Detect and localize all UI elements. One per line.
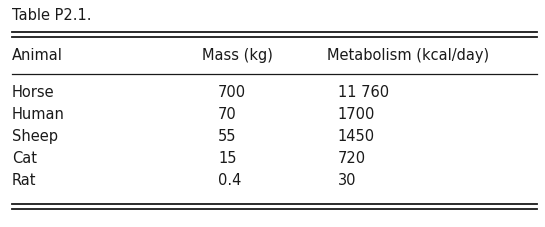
Text: 700: 700 xyxy=(218,85,246,100)
Text: 15: 15 xyxy=(218,151,237,166)
Text: Horse: Horse xyxy=(12,85,54,100)
Text: 0.4: 0.4 xyxy=(218,173,241,188)
Text: 30: 30 xyxy=(338,173,356,188)
Text: 70: 70 xyxy=(218,107,237,122)
Text: 1700: 1700 xyxy=(338,107,376,122)
Text: Rat: Rat xyxy=(12,173,37,188)
Text: Metabolism (kcal/day): Metabolism (kcal/day) xyxy=(327,48,489,63)
Text: Mass (kg): Mass (kg) xyxy=(202,48,272,63)
Text: Human: Human xyxy=(12,107,65,122)
Text: Cat: Cat xyxy=(12,151,37,166)
Text: Animal: Animal xyxy=(12,48,63,63)
Text: 11 760: 11 760 xyxy=(338,85,389,100)
Text: Table P2.1.: Table P2.1. xyxy=(12,8,92,23)
Text: 55: 55 xyxy=(218,129,237,144)
Text: Sheep: Sheep xyxy=(12,129,58,144)
Text: 720: 720 xyxy=(338,151,366,166)
Text: 1450: 1450 xyxy=(338,129,375,144)
